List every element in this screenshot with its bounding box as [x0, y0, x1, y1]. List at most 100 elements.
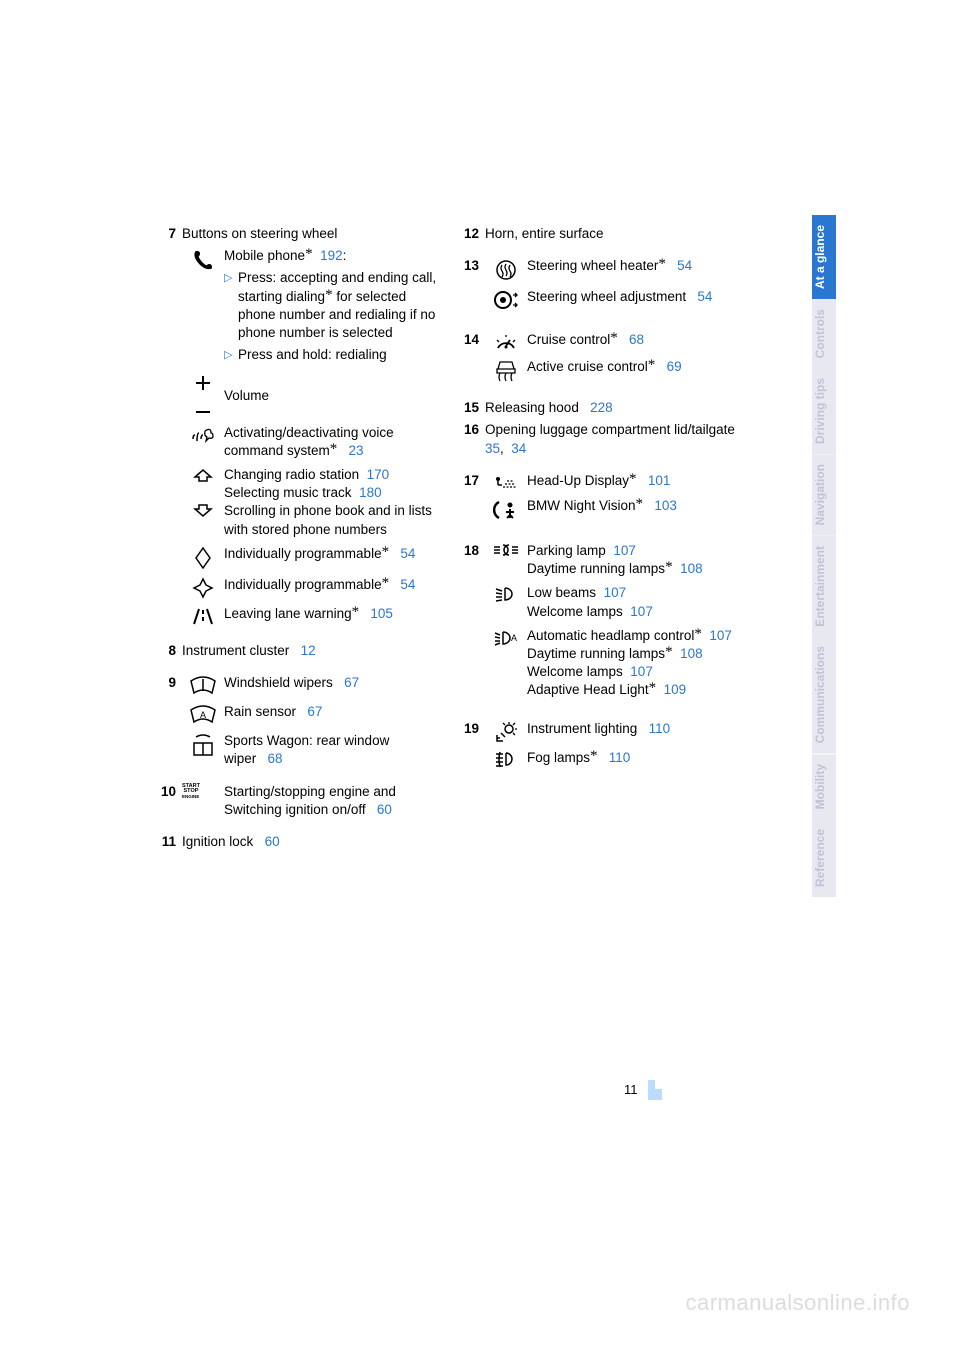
item-number: 14: [461, 331, 485, 349]
page-ref[interactable]: 180: [359, 485, 382, 500]
page-ref[interactable]: 67: [344, 675, 359, 690]
watermark: carmanualsonline.info: [685, 1288, 910, 1318]
tab-driving-tips[interactable]: Driving tips: [812, 368, 836, 454]
item-12: 12 Horn, entire surface: [461, 225, 746, 243]
page-ref[interactable]: 170: [367, 467, 390, 482]
tab-entertainment[interactable]: Entertainment: [812, 536, 836, 637]
park-lamp-label: Parking lamp: [527, 543, 606, 558]
page-ref[interactable]: 54: [697, 289, 712, 304]
cruise-label: Cruise control: [527, 332, 610, 347]
voice-label: Activating/deactivating voice command sy…: [224, 425, 394, 458]
page-ref[interactable]: 108: [680, 646, 703, 661]
wheel-adjust-icon: [485, 288, 527, 311]
page-ref[interactable]: 35: [485, 441, 500, 456]
wheel-adjust-label: Steering wheel adjustment: [527, 289, 686, 304]
track-label: Selecting music track: [224, 485, 352, 500]
page-ref[interactable]: 12: [301, 643, 316, 658]
page-ref[interactable]: 110: [649, 721, 671, 736]
page-ref[interactable]: 107: [613, 543, 636, 558]
active-cruise-label: Active cruise control: [527, 359, 648, 374]
svg-text:A: A: [200, 710, 206, 720]
cruise-control-icon: [485, 331, 527, 352]
item-number: 17: [461, 472, 485, 490]
lane-warning-icon: [182, 605, 224, 626]
volume-label: Volume: [224, 371, 443, 405]
item-number: 15: [461, 399, 485, 417]
page-ref[interactable]: 109: [664, 682, 687, 697]
item-number: 7: [158, 225, 182, 243]
content-columns: 7 Buttons on steering wheel Mobile phone…: [158, 225, 748, 855]
item-13: 13 Steering wheel heater* 54 Steering wh…: [461, 257, 746, 317]
item-number: 19: [461, 720, 485, 738]
auto-headlamp-icon: A: [485, 627, 527, 648]
voice-icon: [182, 424, 224, 447]
page-ref[interactable]: 110: [609, 750, 631, 765]
page-ref[interactable]: 54: [400, 577, 415, 592]
scroll-label: Scrolling in phone book and in lists wit…: [224, 502, 443, 538]
welcome-lamp-label: Welcome lamps: [527, 604, 623, 619]
page-ref[interactable]: 68: [629, 332, 644, 347]
tab-at-a-glance[interactable]: At a glance: [812, 215, 836, 299]
item-number: 13: [461, 257, 485, 275]
page-ref[interactable]: 228: [590, 400, 613, 415]
page-ref[interactable]: 69: [667, 359, 682, 374]
phone-hold-text: Press and hold: redialing: [238, 346, 443, 364]
side-tabs: At a glance Controls Driving tips Naviga…: [812, 215, 836, 897]
item-11: 11 Ignition lock 60: [158, 833, 443, 851]
item-15: 15 Releasing hood 228: [461, 399, 746, 417]
fog-lamp-icon: [485, 749, 527, 768]
item-18: 18 Parking lamp 107 Daytime running lamp…: [461, 542, 746, 706]
item-number: 8: [158, 642, 182, 660]
night-vision-label: BMW Night Vision: [527, 498, 636, 513]
diamond-icon: [182, 545, 224, 570]
rear-wiper-icon: [182, 732, 224, 757]
page-ref[interactable]: 54: [400, 546, 415, 561]
triangle-bullet: ▷: [224, 346, 238, 364]
hud-icon: [485, 472, 527, 491]
page-ref[interactable]: 107: [604, 585, 627, 600]
tab-communications[interactable]: Communications: [812, 636, 836, 753]
luggage-label: Opening luggage compartment lid/tailgate: [485, 422, 735, 437]
parking-lamp-icon: [485, 542, 527, 557]
start-stop-icon: STARTSTOPENGINE: [182, 783, 224, 800]
tab-reference[interactable]: Reference: [812, 819, 836, 897]
page-ref[interactable]: 108: [680, 561, 703, 576]
page-ref[interactable]: 67: [307, 704, 322, 719]
tab-controls[interactable]: Controls: [812, 299, 836, 368]
page-ref[interactable]: 103: [654, 498, 677, 513]
adaptive-head-light-label: Adaptive Head Light: [527, 682, 649, 697]
prog-label: Individually programmable: [224, 577, 382, 592]
item-10: 10 STARTSTOPENGINE Starting/stopping eng…: [158, 783, 443, 825]
active-cruise-icon: [485, 358, 527, 385]
page-ref[interactable]: 60: [265, 834, 280, 849]
low-beam-label: Low beams: [527, 585, 596, 600]
prog-label: Individually programmable: [224, 546, 382, 561]
page-ref[interactable]: 23: [349, 443, 364, 458]
page-ref[interactable]: 54: [677, 258, 692, 273]
page-ref[interactable]: 60: [377, 802, 392, 817]
hud-label: Head-Up Display: [527, 473, 629, 488]
page-ref[interactable]: 68: [268, 751, 283, 766]
item-9: 9 Windshield wipers 67 A Rain sensor 67: [158, 674, 443, 774]
item-title: Buttons on steering wheel: [182, 225, 443, 243]
right-column: 12 Horn, entire surface 13 Steering whee…: [461, 225, 746, 855]
item-number: 18: [461, 542, 485, 560]
item-number: 11: [158, 833, 182, 851]
page-ref[interactable]: 101: [648, 473, 671, 488]
wheel-heater-icon: [485, 257, 527, 282]
down-arrow-icon: [182, 502, 224, 519]
page-ref[interactable]: 107: [630, 664, 653, 679]
page-ref[interactable]: 192: [320, 248, 343, 263]
lane-label: Leaving lane warning: [224, 606, 352, 621]
tab-mobility[interactable]: Mobility: [812, 754, 836, 819]
page-ref[interactable]: 105: [370, 606, 393, 621]
tab-navigation[interactable]: Navigation: [812, 454, 836, 535]
page-ref[interactable]: 34: [511, 441, 526, 456]
page-ref[interactable]: 107: [709, 628, 732, 643]
page-ref[interactable]: 107: [630, 604, 653, 619]
hood-label: Releasing hood: [485, 400, 579, 415]
fog-lamp-label: Fog lamps: [527, 750, 590, 765]
start-stop-label: Starting/stopping engine and Switching i…: [224, 784, 396, 817]
phone-label: Mobile phone: [224, 248, 305, 263]
rain-sensor-icon: A: [182, 703, 224, 726]
